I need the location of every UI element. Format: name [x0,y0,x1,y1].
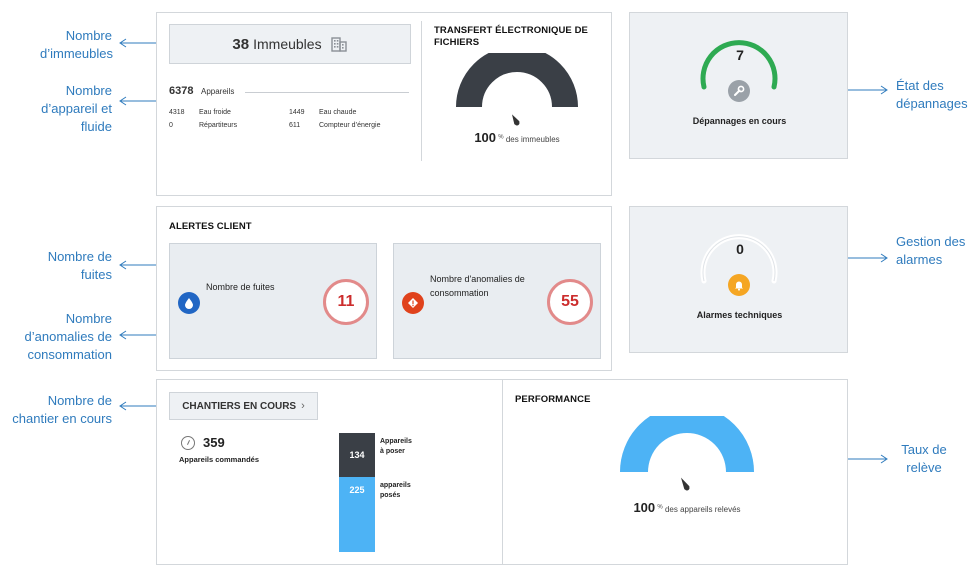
buildings-label: Immeubles [253,36,322,52]
hot-water-label: Eau chaude [319,109,357,116]
repairs-value: 7 [736,47,744,63]
alarms-caption: Alarmes techniques [696,310,783,320]
performance-caption: des appareils relevés [664,505,741,514]
energy-meter-label: Compteur d’énergie [319,122,381,129]
performance-needle [681,477,690,491]
leaks-card[interactable]: Nombre de fuites 11 [169,243,377,359]
anomalies-card[interactable]: Nombre d'anomalies de consommation 55 [393,243,601,359]
anomalies-label: Nombre d'anomalies de consommation [430,274,525,298]
leaks-count: 11 [323,279,369,325]
callout-reading-rate: Taux de relève [901,442,947,475]
wrench-icon [728,80,750,102]
callout-repairs: État des dépannages [896,78,968,111]
transfer-value: 100 [474,130,497,145]
panel-vertical-divider [421,21,422,161]
to-install-bar: 134 [339,433,375,477]
ordered-value: 359 [203,435,225,450]
buildings-count: 38 [232,35,250,53]
callout-sites: Nombre de chantier en cours [12,393,112,426]
bell-icon [728,274,750,296]
buildings-button[interactable]: 38 Immeubles [169,24,411,64]
transfer-readout: 100 % des immeubles [457,130,577,145]
water-drop-icon [178,292,200,314]
transfer-gauge [456,53,578,126]
callout-leaks: Nombre de fuites [47,249,112,282]
performance-title: PERFORMANCE [515,394,591,405]
arrow-alarms [848,253,888,263]
transfer-needle [512,114,520,126]
to-install-value: 134 [349,450,365,460]
performance-unit: % [657,504,663,511]
building-icon [330,37,347,52]
section-divider [502,380,503,564]
devices-label: Appareils [201,87,235,96]
chevron-right-icon: › [301,400,305,412]
devices-total: 6378 [169,85,194,97]
performance-gauge [620,416,754,491]
alarms-panel[interactable]: 0 Alarmes techniques [629,206,848,353]
energy-meter-count: 611 [289,122,301,129]
callout-buildings: Nombre d’immeubles [40,28,113,61]
alerts-panel: ALERTES CLIENT Nombre de fuites 11 Nombr… [156,206,612,371]
overview-panel: 38 Immeubles 6378 Appareils 4318 Eau fro… [156,12,612,196]
sites-button-label: CHANTIERS EN COURS [182,400,297,412]
cold-water-count: 4318 [169,109,185,116]
callout-anomalies: Nombre d’anomalies de consommation [24,311,112,362]
meter-icon [181,436,195,450]
to-install-label: Appareils à poser [380,438,412,455]
ordered-label: Appareils commandés [179,455,260,464]
arrow-repairs [848,85,888,95]
performance-readout: 100 % des appareils relevés [597,500,777,515]
repairs-panel[interactable]: 7 Dépannages en cours [629,12,848,159]
distributors-label: Répartiteurs [199,122,238,129]
installed-bar: 225 [339,477,375,552]
arrow-reading-rate [848,454,888,464]
installed-value: 225 [349,485,365,495]
repairs-caption: Dépannages en cours [692,116,787,126]
performance-value: 100 [633,500,656,515]
devices-divider [245,92,409,93]
callout-devices: Nombre d’appareil et fluide [41,83,112,134]
repairs-gauge [700,40,778,90]
alerts-title: ALERTES CLIENT [169,221,252,232]
callout-alarms: Gestion des alarmes [896,234,966,267]
transfer-title: TRANSFERT ÉLECTRONIQUE DE FICHIERS [434,25,588,48]
installed-label: appareils posés [380,482,411,499]
sites-button[interactable]: CHANTIERS EN COURS › [169,392,318,420]
leaks-label: Nombre de fuites [206,282,275,292]
anomalies-count: 55 [547,279,593,325]
cold-water-label: Eau froide [199,109,231,116]
hot-water-count: 1449 [289,109,305,116]
transfer-unit: % [498,134,504,141]
distributors-count: 0 [169,122,173,129]
sites-performance-panel: CHANTIERS EN COURS › 359 Appareils comma… [156,379,848,565]
transfer-caption: des immeubles [505,135,560,144]
alarms-gauge [700,234,778,284]
warning-diamond-icon [402,292,424,314]
alarms-value: 0 [736,241,744,257]
